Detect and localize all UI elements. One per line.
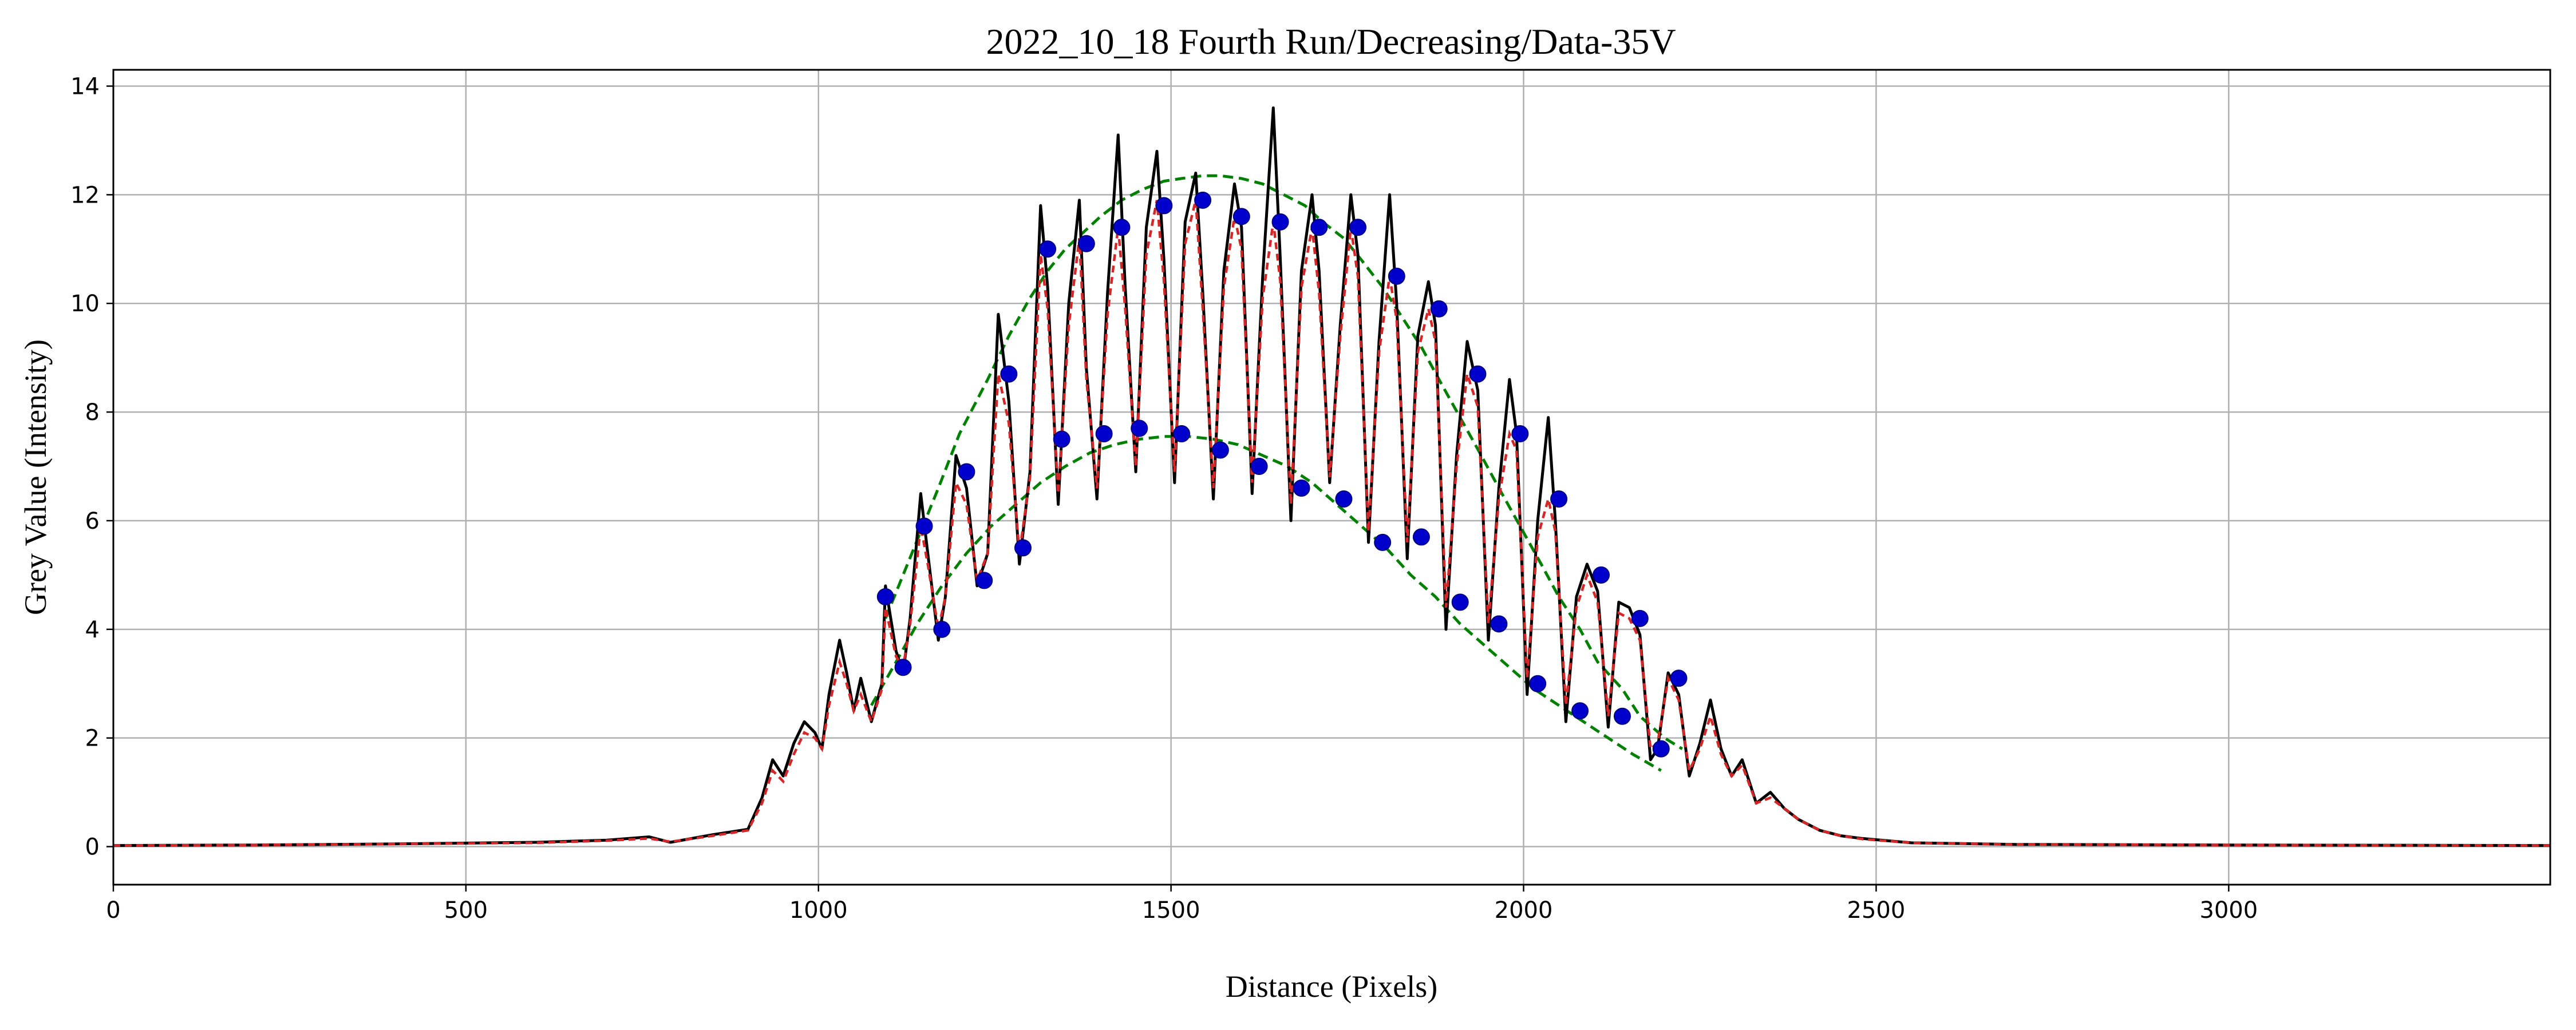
- valley-point: [1131, 419, 1148, 437]
- peak-point: [1155, 197, 1173, 215]
- raw-profile: [113, 106, 2551, 847]
- smoothed-profile: [113, 200, 2551, 847]
- y-tick-label: 8: [85, 399, 100, 426]
- y-axis-label: Grey Value (Intensity): [18, 339, 53, 615]
- y-tick-label: 2: [85, 726, 100, 752]
- chart-title: 2022_10_18 Fourth Run/Decreasing/Data-35…: [986, 21, 1676, 62]
- y-tick-label: 0: [85, 834, 100, 861]
- valley-point: [1173, 425, 1191, 443]
- valley-point: [1211, 441, 1229, 459]
- grid: [112, 70, 2550, 885]
- smoothed-profile-line: [113, 200, 2551, 847]
- valley-point: [894, 659, 912, 676]
- raw-profile-line: [113, 106, 2551, 847]
- plot-frame: [112, 69, 2551, 886]
- peak-point: [1670, 670, 1688, 687]
- peak-markers: [876, 191, 1688, 758]
- peak-point: [1194, 191, 1212, 209]
- axis-ticks: 0 500 1000 1500 2000 2500 3000 0 2 4 6 8 10 12 14: [70, 73, 2258, 924]
- x-tick-label: 0: [106, 897, 120, 924]
- peak-point: [1550, 490, 1568, 508]
- x-tick-label: 1500: [1142, 897, 1200, 924]
- valley-point: [933, 620, 951, 638]
- valley-point: [1571, 702, 1589, 720]
- peak-point: [1511, 425, 1529, 443]
- x-axis-label: Distance (Pixels): [1226, 969, 1437, 1004]
- y-tick-label: 6: [85, 508, 100, 534]
- valley-point: [1490, 615, 1508, 633]
- peak-point: [1039, 240, 1057, 258]
- peak-point: [1232, 208, 1250, 225]
- x-tick-label: 1000: [789, 897, 848, 924]
- valley-point: [1374, 533, 1392, 551]
- peak-point: [958, 463, 975, 481]
- y-tick-label: 4: [85, 617, 100, 643]
- peak-point: [1000, 365, 1018, 383]
- valley-point: [1293, 479, 1310, 497]
- peak-point: [1271, 213, 1289, 231]
- peak-point: [1310, 219, 1328, 236]
- valley-point: [1412, 528, 1430, 546]
- peak-point: [1349, 219, 1367, 236]
- peak-point: [1388, 267, 1405, 285]
- peak-fit-line: [884, 174, 1684, 750]
- peak-point: [1430, 300, 1448, 318]
- peak-point: [876, 588, 894, 605]
- valley-point: [1451, 593, 1469, 611]
- valley-point: [1529, 675, 1547, 692]
- peak-point: [1113, 219, 1131, 236]
- valley-point: [975, 572, 993, 589]
- valley-point: [1613, 707, 1631, 725]
- peak-point: [1469, 365, 1487, 383]
- y-tick-label: 12: [70, 182, 100, 208]
- y-tick-label: 10: [70, 291, 100, 317]
- valley-point: [1053, 430, 1070, 448]
- x-tick-label: 2000: [1495, 897, 1553, 924]
- peak-point: [915, 517, 933, 535]
- peak-point: [1631, 609, 1649, 627]
- x-tick-label: 2500: [1847, 897, 1906, 924]
- peak-point: [1593, 566, 1610, 584]
- peak-point: [1077, 235, 1095, 252]
- valley-point: [1014, 539, 1032, 557]
- valley-point: [1095, 425, 1113, 443]
- y-tick-label: 14: [70, 73, 100, 100]
- valley-point: [1250, 458, 1268, 476]
- x-tick-label: 3000: [2199, 897, 2258, 924]
- x-tick-label: 500: [444, 897, 488, 924]
- valley-point: [1335, 490, 1353, 508]
- valley-point: [1652, 740, 1670, 758]
